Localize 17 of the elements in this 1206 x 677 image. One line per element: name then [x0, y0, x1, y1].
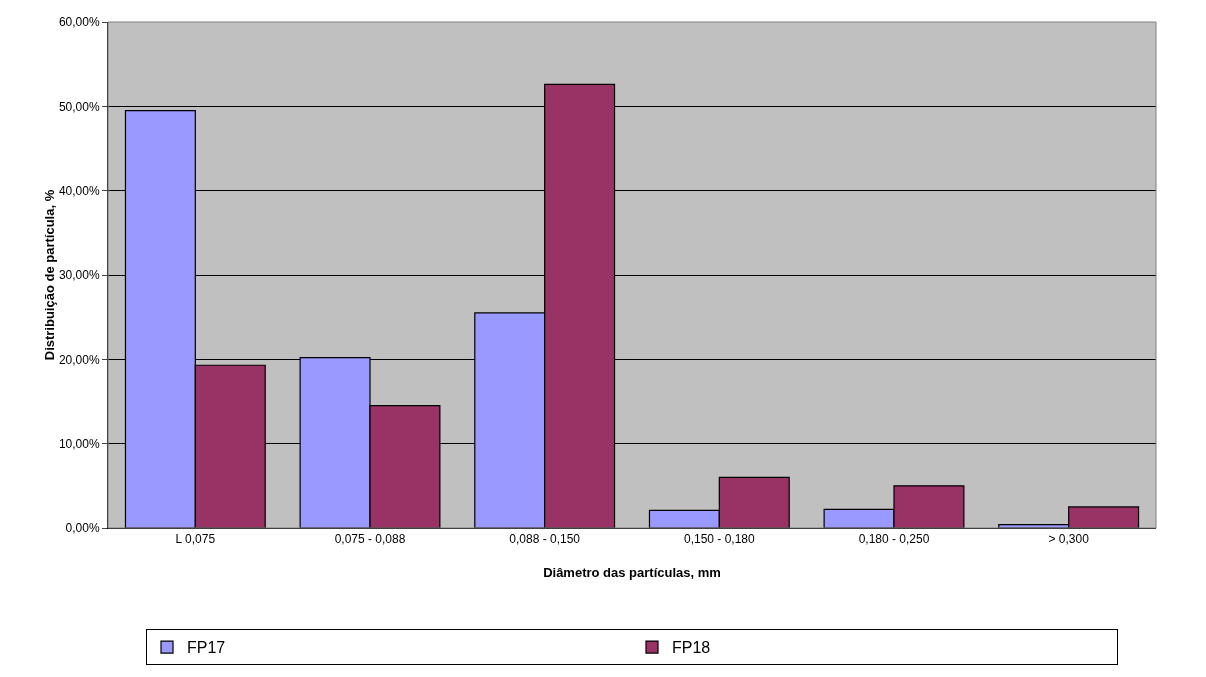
y-tick-label: 40,00%	[58, 183, 100, 198]
y-tick-label: 10,00%	[58, 436, 100, 451]
x-tick-label: 0,088 - 0,150	[509, 532, 581, 547]
y-tick-label: 30,00%	[58, 268, 100, 283]
x-tick-label: L 0,075	[175, 532, 216, 547]
y-tick-label: 20,00%	[58, 352, 100, 367]
legend-label: FP18	[672, 639, 711, 657]
y-tick-label: 0,00%	[65, 521, 100, 536]
x-axis-title: Diâmetro das partículas, mm	[543, 565, 721, 580]
legend-label: FP17	[187, 639, 226, 657]
y-axis-title: Distribuição de partícula, %	[41, 189, 57, 361]
x-tick-label: 0,150 - 0,180	[683, 532, 756, 547]
x-tick-label: 0,180 - 0,250	[858, 532, 930, 547]
y-tick-label: 60,00%	[58, 15, 100, 30]
x-tick-label: > 0,300	[1048, 532, 1090, 547]
y-tick-label: 50,00%	[58, 99, 100, 114]
x-tick-label: 0,075 - 0,088	[334, 532, 406, 547]
